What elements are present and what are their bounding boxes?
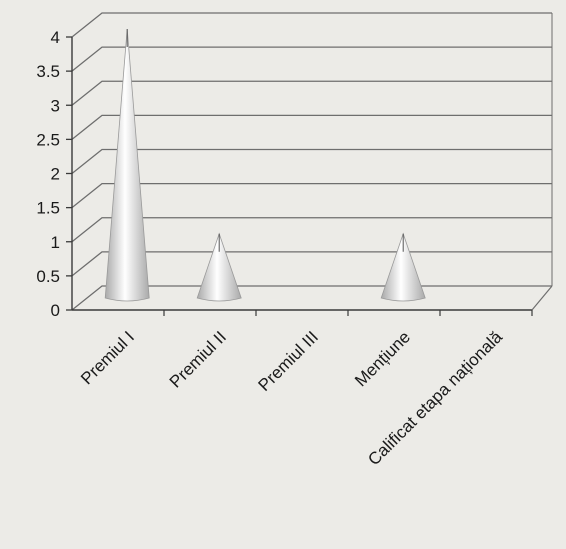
y-tick-label: 4	[51, 28, 60, 47]
gridline-4	[71, 148, 552, 175]
y-tick-label: 1	[51, 233, 60, 252]
cone-3	[380, 232, 426, 302]
gridline-3	[71, 182, 552, 209]
grid-layer	[71, 12, 552, 311]
gridline-5	[71, 114, 552, 140]
y-tick-labels: 0 0.5 1 1.5 2 2.5 3 3.5 4	[36, 28, 60, 320]
cone-0	[104, 28, 150, 302]
gridline-2	[71, 217, 552, 243]
x-tick-label: Premiul II	[166, 327, 230, 391]
x-tick-labels: Premiul I Premiul II Premiul III MențiuneCa…	[77, 327, 506, 469]
x-tick-label: Premiul I	[77, 327, 138, 388]
y-tick-label: 1.5	[36, 199, 60, 218]
gridline-6	[71, 80, 552, 106]
floor-edge	[531, 285, 553, 311]
x-tick-label: Mențiune	[351, 327, 414, 390]
y-tick-label: 3	[51, 96, 60, 115]
y-tick-label: 2	[51, 165, 60, 184]
gridline-7	[71, 46, 552, 72]
cone-1	[196, 232, 242, 302]
y-tick-label: 2.5	[36, 130, 60, 149]
x-tick-label: Premiul III	[254, 327, 322, 395]
gridline-8	[71, 12, 552, 38]
cone-series	[104, 28, 426, 302]
y-tick-label: 0.5	[36, 267, 60, 286]
axis-layer	[66, 13, 553, 316]
y-tick-label: 3.5	[36, 62, 60, 81]
y-tick-label: 0	[51, 301, 60, 320]
